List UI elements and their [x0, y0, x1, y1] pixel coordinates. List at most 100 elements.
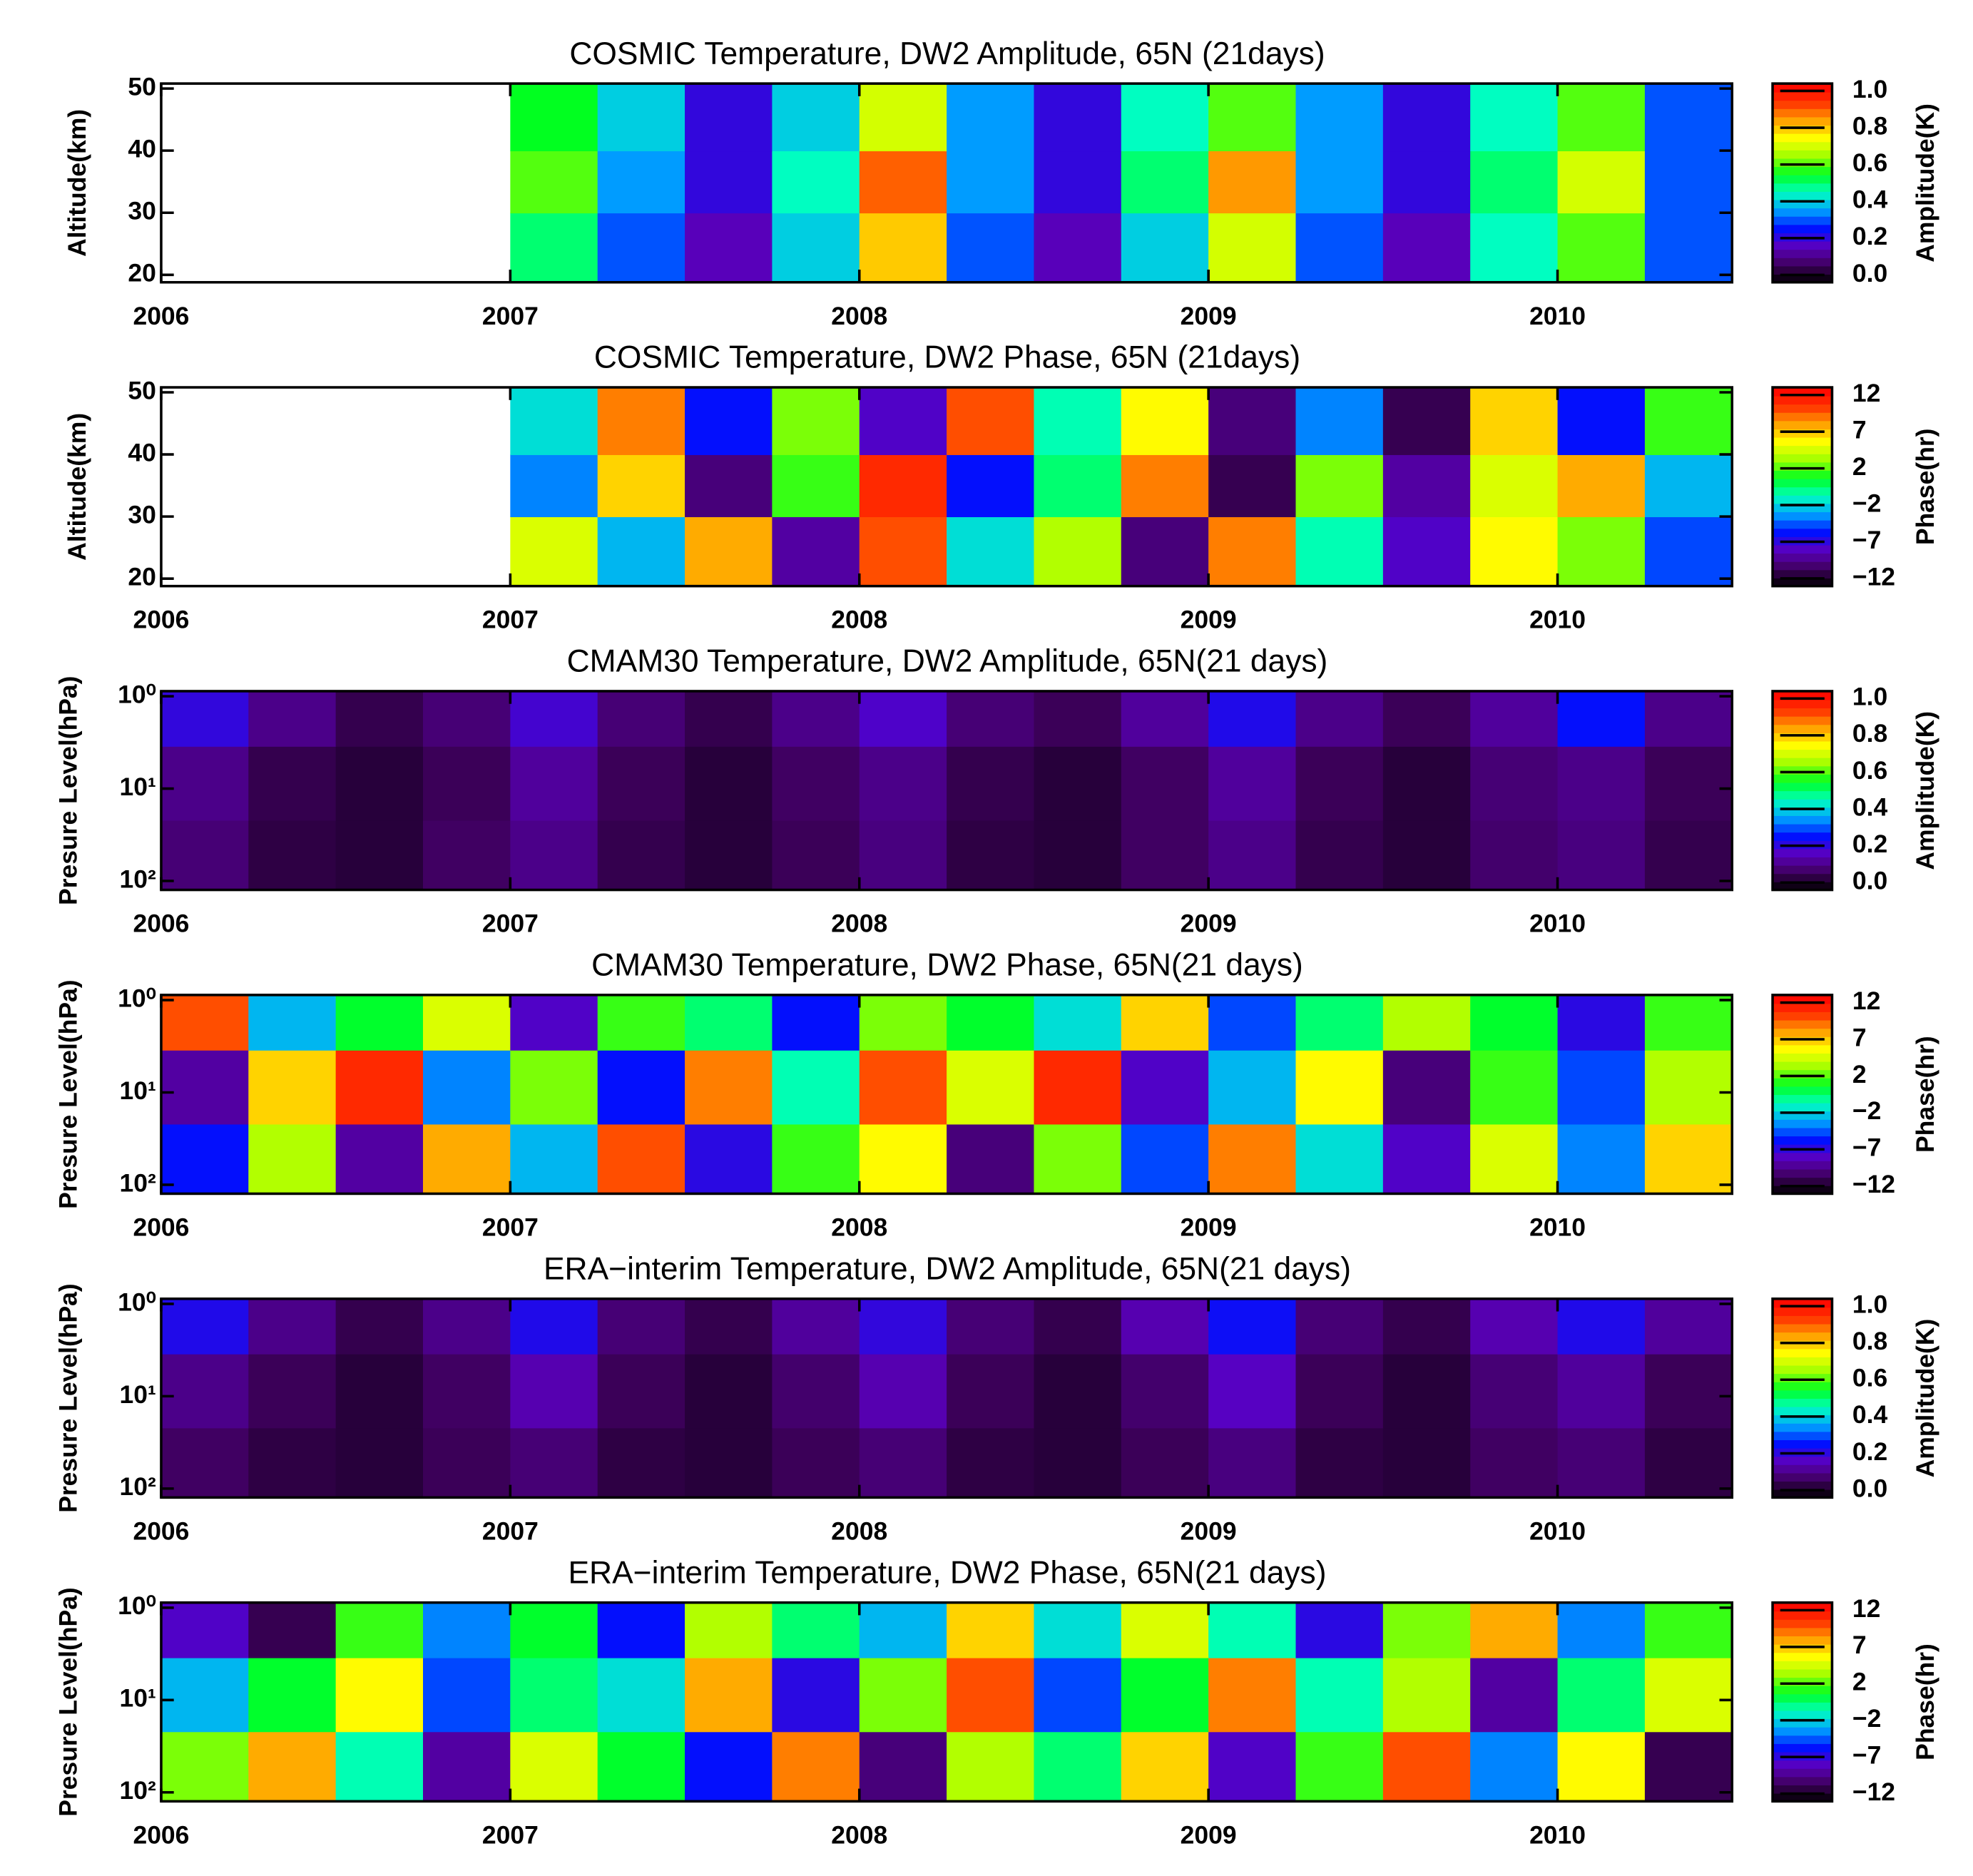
heatmap-cell — [1034, 516, 1122, 587]
heatmap-cell — [1470, 454, 1559, 518]
heatmap-cell — [1382, 820, 1472, 891]
heatmap-cell — [1644, 213, 1733, 283]
colorbar-band — [1773, 166, 1832, 175]
heatmap-cell — [510, 213, 598, 283]
heatmap-cell — [1295, 1427, 1384, 1499]
colorbar-band — [1773, 1726, 1832, 1736]
colorbar-tick-label: 0.0 — [1852, 1474, 1887, 1502]
heatmap-cell — [1382, 213, 1472, 283]
heatmap-cell — [1644, 1657, 1733, 1733]
x-tick-label: 2007 — [482, 1516, 539, 1545]
heatmap-cell — [510, 151, 598, 214]
heatmap-cell — [1121, 1123, 1210, 1195]
heatmap-cell — [1557, 994, 1646, 1051]
heatmap-cell — [1557, 745, 1646, 821]
colorbar-band — [1773, 749, 1832, 758]
heatmap-cell — [1470, 820, 1559, 891]
x-tick-label: 2010 — [1529, 1213, 1586, 1242]
heatmap-cell — [335, 1602, 424, 1658]
colorbar-band — [1773, 578, 1832, 587]
colorbar-band — [1773, 1793, 1832, 1803]
x-tick-label: 2008 — [831, 909, 887, 938]
heatmap-cell — [597, 994, 685, 1051]
heatmap-cell — [422, 994, 511, 1051]
heatmap-cell — [1557, 83, 1646, 152]
colorbar-band — [1773, 141, 1832, 151]
colorbar-band — [1773, 708, 1832, 717]
colorbar-band — [1773, 1710, 1832, 1720]
heatmap-cell — [1557, 387, 1646, 455]
heatmap-cell — [1644, 516, 1733, 587]
colorbar-band — [1773, 1177, 1832, 1186]
heatmap-cell — [1208, 516, 1297, 587]
colorbar-tick-label: 2 — [1852, 1668, 1867, 1696]
colorbar-tick-label: 12 — [1852, 379, 1880, 407]
heatmap-cell — [859, 213, 947, 283]
heatmap-cell — [947, 83, 1035, 152]
colorbar-band — [1773, 183, 1832, 192]
colorbar-band — [1773, 249, 1832, 258]
heatmap-cell — [1034, 994, 1122, 1051]
heatmap-cell — [1121, 745, 1210, 821]
colorbar-band — [1773, 1431, 1832, 1441]
colorbar-band — [1773, 1094, 1832, 1103]
heatmap-cell — [1295, 1657, 1384, 1733]
heatmap-cell — [1208, 690, 1297, 747]
heatmap-cell — [160, 820, 250, 891]
colorbar-band — [1773, 519, 1832, 529]
y-tick-label: 10⁰ — [118, 984, 156, 1012]
heatmap-cell — [859, 1123, 947, 1195]
x-tick-label: 2006 — [133, 606, 189, 634]
plot-frame — [160, 386, 1734, 588]
x-tick-label: 2007 — [482, 909, 539, 938]
heatmap-cell — [1557, 1298, 1646, 1355]
heatmap-cell — [772, 1123, 860, 1195]
colorbar-band — [1773, 1685, 1832, 1695]
heatmap-cell — [1208, 745, 1297, 821]
heatmap-cell — [597, 387, 685, 455]
colorbar-band — [1773, 1011, 1832, 1021]
heatmap-cell — [1208, 1049, 1297, 1125]
colorbar-tick-label: 0.2 — [1852, 222, 1887, 250]
colorbar-band — [1773, 511, 1832, 521]
y-tick-label: 10⁰ — [118, 680, 156, 709]
colorbar-tick-label: 0.6 — [1852, 148, 1887, 177]
colorbar-band — [1773, 1489, 1832, 1499]
x-tick-label: 2008 — [831, 1820, 887, 1849]
colorbar-band — [1773, 437, 1832, 447]
heatmap-cell — [160, 1602, 250, 1658]
heatmap-cell — [1295, 151, 1384, 214]
colorbar-tick-label: 0.0 — [1852, 867, 1887, 895]
heatmap-cell — [1034, 690, 1122, 747]
heatmap-cell — [1470, 83, 1559, 152]
colorbar-tick-label: −7 — [1852, 1133, 1881, 1162]
heatmap-cell — [772, 820, 860, 891]
colorbar-band — [1773, 208, 1832, 217]
heatmap-cell — [685, 994, 773, 1051]
heatmap-cell — [947, 1602, 1035, 1658]
heatmap-cell — [510, 1049, 598, 1125]
colorbar-tick-label: 1.0 — [1852, 1290, 1887, 1318]
colorbar-band — [1773, 1340, 1832, 1350]
colorbar-band — [1773, 1456, 1832, 1465]
heatmap-cell — [248, 820, 337, 891]
heatmap-cell — [772, 690, 860, 747]
heatmap-cell — [772, 994, 860, 1051]
heatmap-cell — [1470, 151, 1559, 214]
heatmap-cell — [1034, 1123, 1122, 1195]
heatmap-cell — [1382, 1427, 1472, 1499]
y-tick-label: 30 — [128, 501, 156, 529]
heatmap-cell — [1382, 1049, 1472, 1125]
y-axis-label: Presure Level(hPa) — [54, 676, 83, 905]
heatmap-cell — [1208, 83, 1297, 152]
heatmap-cell — [597, 1602, 685, 1658]
heatmap-cell — [1470, 1049, 1559, 1125]
colorbar-band — [1773, 1768, 1832, 1778]
x-tick-label: 2010 — [1529, 1820, 1586, 1849]
heatmap-cell — [1644, 454, 1733, 518]
y-axis-label: Altitude(km) — [63, 109, 91, 257]
x-tick-label: 2009 — [1181, 1516, 1237, 1545]
heatmap-cell — [947, 1657, 1035, 1733]
heatmap-cell — [1208, 1353, 1297, 1429]
heatmap-cell — [335, 1123, 424, 1195]
